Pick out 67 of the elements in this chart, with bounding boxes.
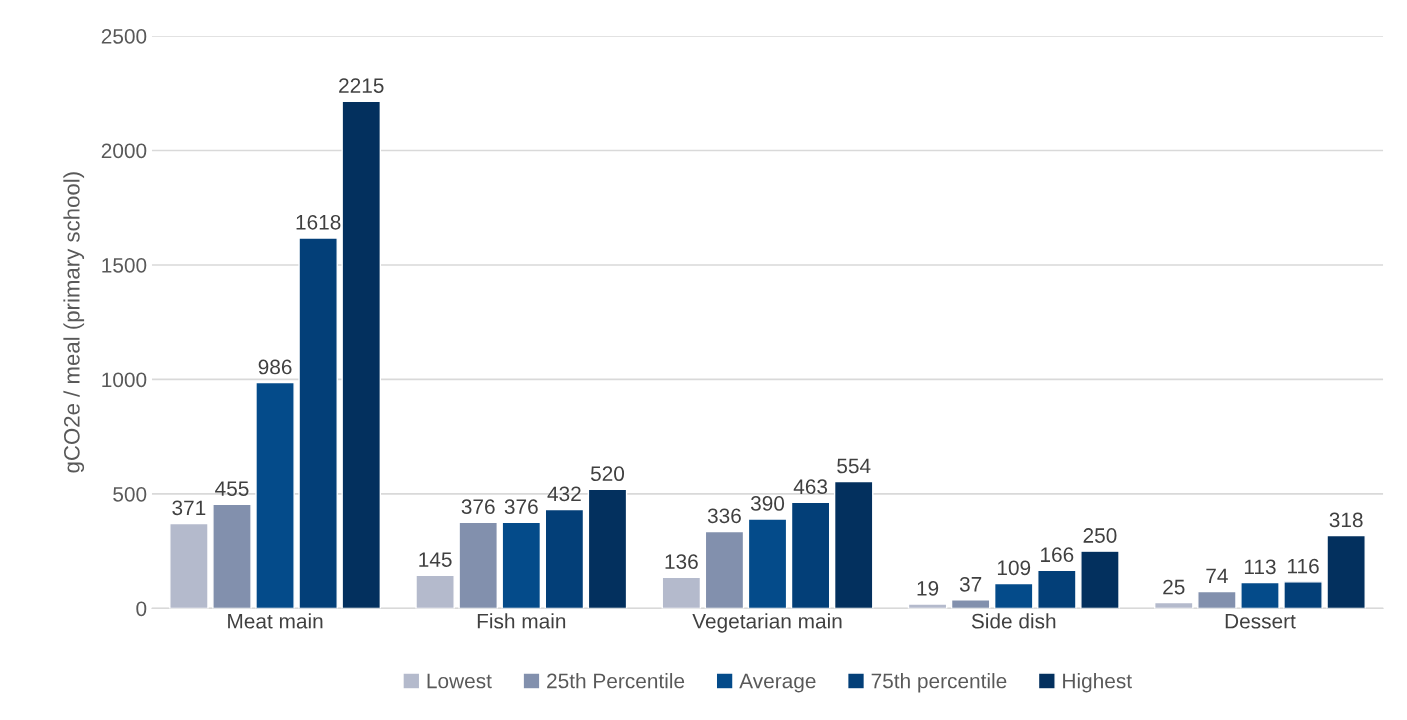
bar	[212, 503, 252, 609]
y-axis-title: gCO2e / meal (primary school)	[63, 172, 85, 473]
bar	[298, 237, 338, 609]
data-label: 109	[997, 560, 1031, 576]
data-label: 1618	[296, 214, 341, 230]
data-label: 25	[1163, 579, 1185, 595]
data-label: 136	[665, 554, 698, 569]
bar	[169, 522, 209, 609]
data-label: 554	[837, 458, 871, 474]
x-tick-label: Meat main	[228, 613, 323, 629]
legend-label: 75th percentile	[871, 673, 1007, 693]
data-label: 19	[917, 581, 939, 596]
data-label: 520	[590, 466, 625, 482]
bar	[704, 530, 745, 609]
data-label: 113	[1244, 559, 1276, 575]
data-label: 432	[547, 486, 581, 502]
data-label: 74	[1206, 568, 1228, 583]
data-label: 166	[1041, 547, 1074, 563]
y-tick-label: 2500	[101, 29, 147, 44]
bar	[1037, 569, 1077, 609]
bar	[1154, 601, 1194, 609]
data-label: 371	[172, 500, 206, 516]
bar	[587, 488, 628, 609]
data-label: 318	[1329, 512, 1363, 528]
bar	[661, 576, 702, 609]
bar	[1326, 534, 1366, 609]
bar	[950, 599, 991, 609]
y-tick-label: 1500	[102, 257, 147, 273]
bar	[790, 501, 831, 609]
legend-label: Lowest	[427, 673, 492, 689]
bar	[907, 603, 948, 609]
bar	[1240, 581, 1280, 609]
x-tick-label: Vegetarian main	[692, 613, 842, 633]
data-label: 37	[959, 576, 982, 592]
legend-label: Highest	[1063, 673, 1132, 693]
bar	[1197, 590, 1237, 609]
bar	[255, 381, 295, 609]
data-label: 376	[461, 499, 495, 515]
data-label: 336	[707, 508, 741, 524]
bar	[747, 518, 788, 609]
bar	[1283, 581, 1323, 609]
data-label: 463	[793, 479, 828, 495]
y-tick-label: 500	[113, 486, 147, 502]
bar	[1080, 550, 1120, 609]
bar	[993, 582, 1034, 609]
data-label: 116	[1288, 558, 1319, 574]
data-label: 390	[750, 496, 785, 511]
data-label: 455	[215, 481, 249, 496]
x-tick-label: Side dish	[971, 613, 1056, 629]
bar	[544, 508, 585, 609]
data-label: 986	[258, 359, 292, 375]
x-tick-label: Dessert	[1225, 614, 1296, 629]
y-tick-label: 0	[136, 601, 147, 617]
data-label: 2215	[339, 78, 384, 93]
bar	[501, 521, 542, 609]
y-tick-label: 1000	[102, 372, 147, 388]
bar	[415, 574, 455, 609]
bar	[458, 521, 498, 609]
bar	[341, 100, 382, 609]
legend-label: 25th Percentile	[547, 673, 685, 689]
legend-label: Average	[739, 673, 816, 693]
x-tick-label: Fish main	[477, 613, 566, 629]
data-label: 250	[1083, 528, 1117, 543]
data-label: 145	[419, 552, 452, 567]
bar	[833, 480, 874, 609]
y-tick-label: 2000	[101, 143, 147, 159]
data-label: 376	[504, 499, 538, 515]
